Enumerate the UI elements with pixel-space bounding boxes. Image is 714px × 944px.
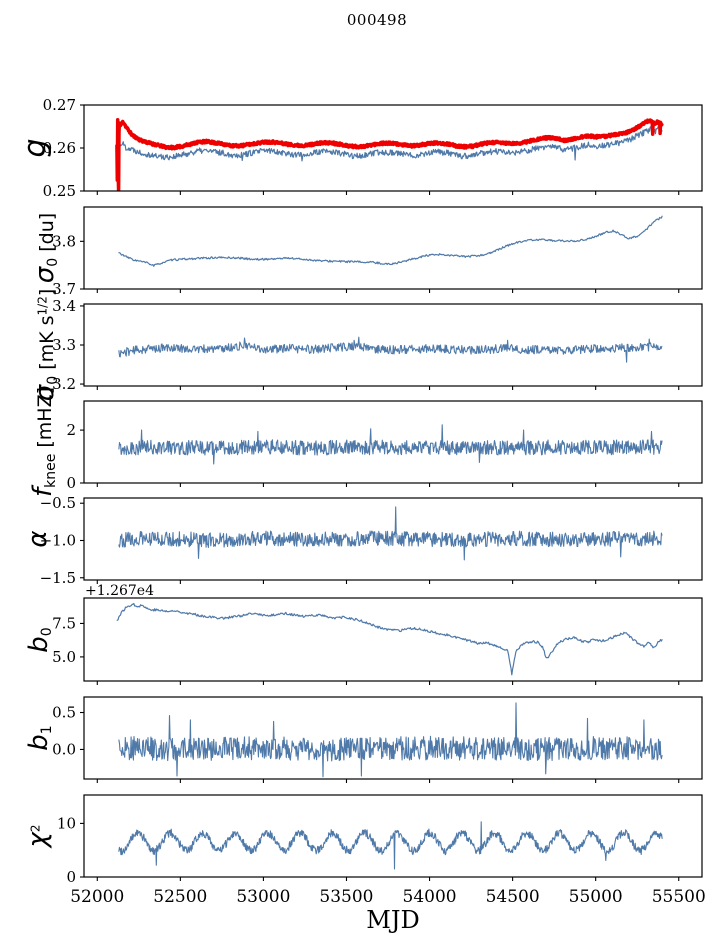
ytick-label-alpha: −0.5 <box>40 494 76 512</box>
y-offset-text-b0: +1.267e4 <box>85 583 154 599</box>
panel-b1: 0.0 0.5 <box>52 696 703 783</box>
series-alpha <box>118 506 663 561</box>
xtick-label: 55500 <box>652 887 706 907</box>
xtick-label: 55000 <box>569 887 623 907</box>
ytick-label-sigma0-mK: 3.3 <box>52 336 76 354</box>
axes-frame-b1 <box>83 696 703 780</box>
ylabel-b1: b1 <box>23 725 56 751</box>
figure-title: 000498 <box>346 11 408 29</box>
series-b0 <box>116 602 663 676</box>
ytick-label-b1: 0.0 <box>52 740 76 758</box>
ytick-label-b1: 0.5 <box>52 704 76 722</box>
ylabel-chi2: χ2 <box>23 824 53 848</box>
axes-frame-sigma0-du <box>83 206 703 290</box>
ylabel-g: g <box>18 138 53 158</box>
series-sigma0-mK <box>118 336 663 363</box>
panel-chi2: 0 10 <box>57 794 703 886</box>
series-b1 <box>118 702 663 778</box>
axes-frame-chi2 <box>83 794 703 878</box>
ylabel-b0: b0 <box>23 626 56 653</box>
series-g-blue-thin <box>119 126 663 162</box>
ylabel-fknee: fknee [mHZ] <box>27 386 60 498</box>
ytick-label-alpha: −1.0 <box>40 531 76 549</box>
ylabel-sigma0-mK: σ0 [mK s1/2] <box>29 288 62 402</box>
axes-frame-b0 <box>83 597 703 682</box>
ytick-label-chi2: 0 <box>66 868 76 886</box>
axes-frame-fknee <box>83 400 703 484</box>
ytick-label-fknee: 0 <box>66 474 76 492</box>
x-axis-title: MJD <box>366 906 420 934</box>
series-fknee <box>118 424 663 465</box>
xtick-label: 54000 <box>403 887 457 907</box>
ytick-label-fknee: 2 <box>66 421 76 439</box>
panel-fknee: 02 <box>66 400 703 492</box>
xtick-label: 53500 <box>319 887 373 907</box>
ytick-label-alpha: −1.5 <box>40 569 76 587</box>
ytick-label-g: 0.27 <box>43 96 76 114</box>
xtick-label: 53000 <box>236 887 290 907</box>
panel-sigma0-du: 3.7 3.8 <box>52 206 703 298</box>
ytick-label-sigma0-mK: 3.4 <box>52 297 76 315</box>
axes-frame-alpha <box>83 497 703 581</box>
ytick-label-b0: 7.5 <box>52 614 76 632</box>
panel-alpha: −1.5 −1.0 −0.5 <box>40 494 703 587</box>
xtick-label: 52500 <box>153 887 207 907</box>
series-g-red-thick <box>115 118 664 191</box>
series-sigma0-du <box>118 215 663 267</box>
panel-b0: 5.0 7.5 +1.267e4 <box>52 583 703 685</box>
ytick-label-g: 0.25 <box>43 182 76 200</box>
ytick-label-g: 0.26 <box>43 139 76 157</box>
panel-sigma0-mK: 3.2 3.3 3.4 <box>52 297 703 393</box>
panel-g: 0.25 0.26 0.27 <box>43 96 703 200</box>
ytick-label-b0: 5.0 <box>52 648 76 666</box>
ytick-label-sigma0-du: 3.7 <box>52 280 76 298</box>
ytick-label-sigma0-mK: 3.2 <box>52 375 76 393</box>
ylabel-sigma0-du: σ0 [du] <box>29 212 62 284</box>
xtick-label: 52000 <box>70 887 124 907</box>
ylabel-alpha: α <box>23 530 53 548</box>
ytick-label-sigma0-du: 3.8 <box>52 232 76 250</box>
xtick-label: 54500 <box>486 887 540 907</box>
ytick-label-chi2: 10 <box>57 814 76 832</box>
series-chi2 <box>118 821 663 870</box>
